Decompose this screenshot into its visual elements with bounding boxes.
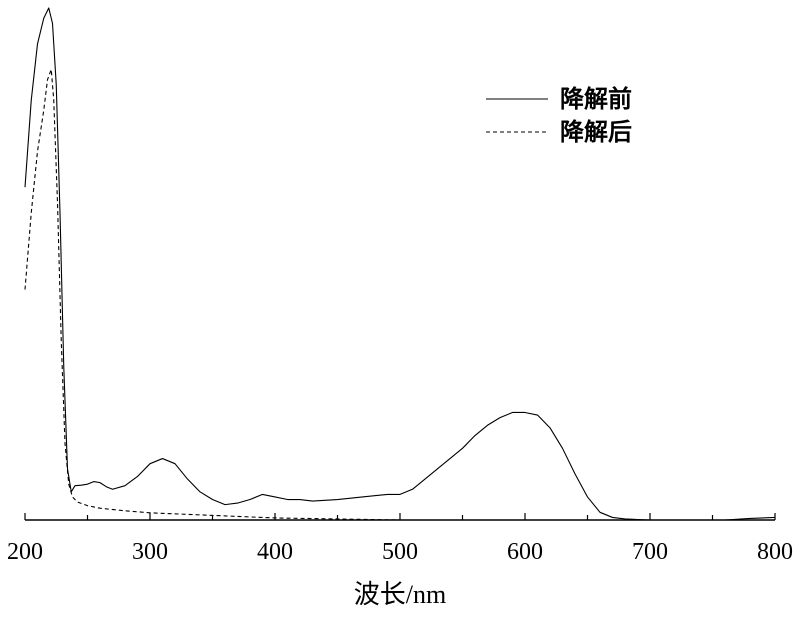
series-line-0 bbox=[24, 7, 776, 521]
x-tick-label: 300 bbox=[132, 539, 168, 565]
legend-label-series-0: 降解前 bbox=[560, 85, 632, 113]
x-axis-tick-labels: 200 300 400 500 600 700 800 bbox=[7, 539, 793, 565]
x-tick-label: 700 bbox=[632, 539, 668, 565]
plot-lines bbox=[24, 7, 776, 521]
legend-label-series-1: 降解后 bbox=[560, 118, 632, 146]
legend: 降解前 降解后 bbox=[486, 85, 632, 146]
x-tick-label: 800 bbox=[757, 539, 793, 565]
x-tick-label: 600 bbox=[507, 539, 543, 565]
x-tick-label: 500 bbox=[382, 539, 418, 565]
x-axis-ticks bbox=[24, 513, 776, 520]
x-tick-label: 400 bbox=[257, 539, 293, 565]
x-tick-label: 200 bbox=[7, 539, 43, 565]
series-line-1 bbox=[24, 68, 775, 521]
x-axis-label: 波长/nm bbox=[354, 580, 446, 609]
